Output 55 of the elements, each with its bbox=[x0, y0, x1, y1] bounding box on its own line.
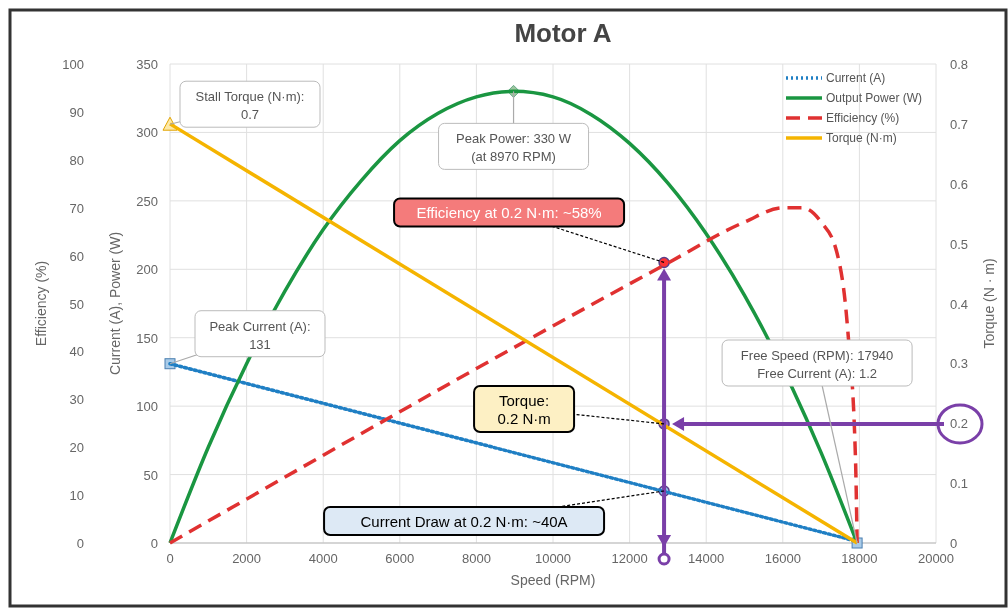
y2-tick-label: 0.5 bbox=[950, 236, 969, 252]
annotation: Stall Torque (N·m): 0.7 bbox=[195, 89, 305, 123]
x-tick-label: 2000 bbox=[232, 551, 262, 566]
x-tick-label: 12000 bbox=[611, 551, 648, 566]
x-tick-label: 4000 bbox=[308, 551, 338, 566]
y-axis-title: Current (A), Power (W) bbox=[107, 231, 123, 376]
legend-label: Efficiency (%) bbox=[826, 111, 900, 125]
y2-tick-label: 0.4 bbox=[950, 296, 969, 312]
y2-tick-label: 0 bbox=[950, 536, 958, 551]
y3-tick-label: 90 bbox=[69, 104, 84, 120]
legend-label: Output Power (W) bbox=[826, 91, 923, 105]
y-tick-label: 100 bbox=[136, 399, 158, 415]
y3-tick-label: 0 bbox=[76, 536, 84, 551]
x-tick-label: 20000 bbox=[917, 551, 955, 566]
y3-tick-label: 20 bbox=[69, 440, 84, 456]
y2-tick-label: 0.3 bbox=[950, 356, 969, 372]
x-tick-label: 16000 bbox=[764, 551, 801, 566]
annotation: Free Speed (RPM): 17940 Free Current (A): 1.2 bbox=[740, 348, 894, 381]
y2-tick-label: 0.6 bbox=[950, 176, 969, 192]
y3-tick-label: 80 bbox=[69, 152, 84, 168]
y-tick-label: 150 bbox=[136, 330, 158, 346]
x-tick-label: 14000 bbox=[688, 551, 725, 566]
y3-tick-label: 30 bbox=[69, 392, 84, 408]
y3-tick-label: 70 bbox=[69, 200, 84, 216]
x-tick-label: 10000 bbox=[534, 551, 572, 566]
y3-axis-title: Efficiency (%) bbox=[33, 260, 49, 347]
y3-tick-label: 40 bbox=[69, 344, 84, 360]
y-tick-label: 200 bbox=[136, 262, 158, 278]
x-tick-label: 6000 bbox=[385, 551, 415, 566]
y-tick-label: 50 bbox=[143, 467, 158, 483]
y2-tick-label: 0.8 bbox=[950, 57, 969, 72]
x-tick-label: 0 bbox=[166, 551, 174, 566]
y3-tick-label: 50 bbox=[69, 296, 84, 312]
y-tick-label: 250 bbox=[136, 193, 158, 209]
x-tick-label: 18000 bbox=[841, 551, 878, 566]
y-tick-label: 350 bbox=[136, 57, 158, 72]
legend-label: Torque (N·m) bbox=[826, 131, 897, 145]
legend-label: Current (A) bbox=[826, 71, 886, 85]
annotation: Current Draw at 0.2 N·m: ~40A bbox=[360, 512, 568, 530]
y-tick-label: 300 bbox=[136, 125, 158, 141]
chart-title: Motor A bbox=[514, 18, 612, 48]
annotation: Peak Power: 330 W (at 8970 RPM) bbox=[456, 131, 572, 165]
y3-tick-label: 100 bbox=[62, 57, 84, 72]
annotation: Peak Current (A): 131 bbox=[209, 318, 311, 352]
y2-tick-label: 0.7 bbox=[950, 116, 969, 132]
y2-tick-label: 0.1 bbox=[950, 476, 969, 492]
x-axis-title: Speed (RPM) bbox=[510, 572, 596, 588]
y3-tick-label: 60 bbox=[69, 248, 84, 264]
y-tick-label: 0 bbox=[150, 536, 158, 551]
annotation: Efficiency at 0.2 N·m: ~58% bbox=[416, 204, 602, 222]
annotation: Torque: 0.2 N·m bbox=[497, 391, 551, 427]
y3-tick-label: 10 bbox=[69, 488, 84, 504]
x-tick-label: 8000 bbox=[461, 551, 491, 566]
y2-tick-label: 0.2 bbox=[950, 416, 969, 432]
y2-axis-title: Torque (N · m) bbox=[981, 258, 997, 349]
